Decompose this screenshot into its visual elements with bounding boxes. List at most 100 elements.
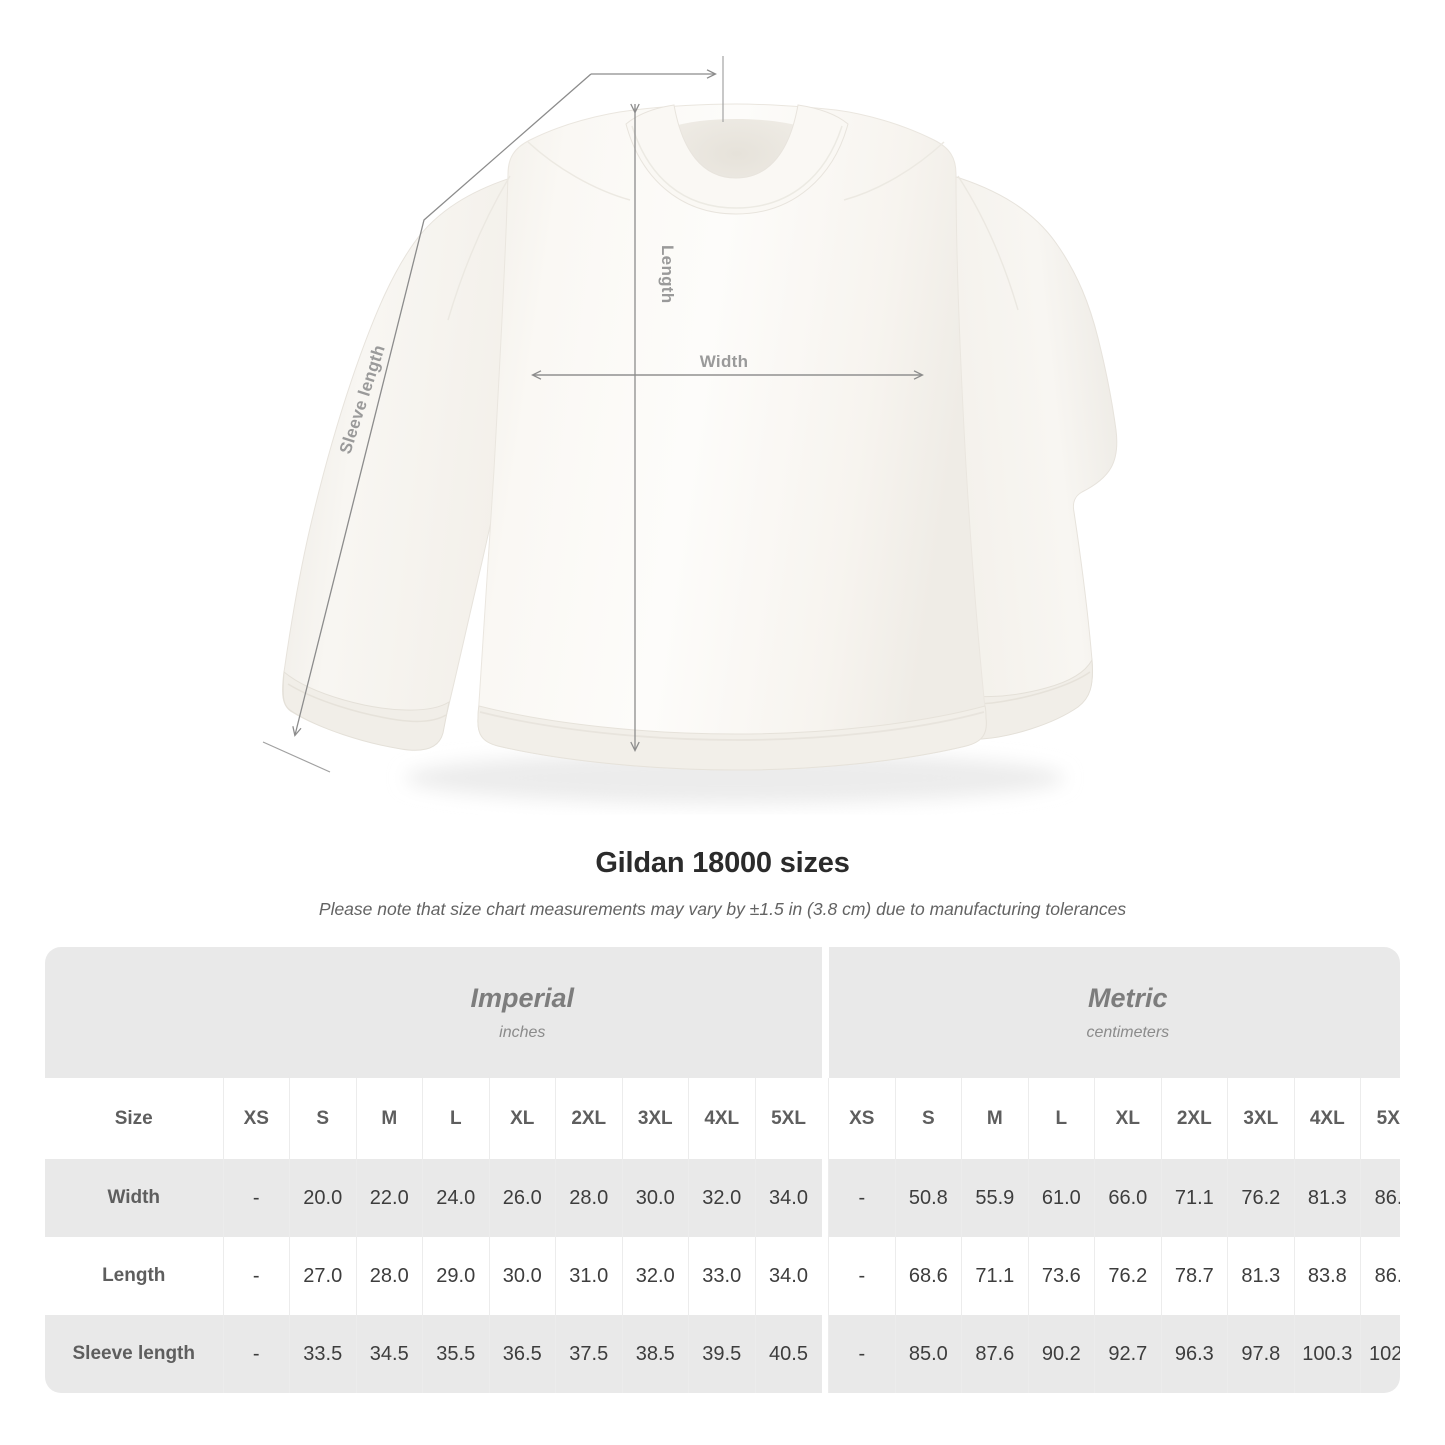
cell-metric: 76.2 (1094, 1237, 1162, 1315)
cell-metric: 97.8 (1227, 1315, 1295, 1393)
cell-imperial: 38.5 (621, 1315, 689, 1393)
cell-metric: 81.3 (1227, 1237, 1295, 1315)
size-chart-table: Imperial inches Metric centimeters Size … (45, 947, 1400, 1393)
unit-banner-imperial: Imperial inches (223, 947, 822, 1078)
row-label-sleeve-length: Sleeve length (45, 1315, 223, 1393)
unit-sub-metric: centimeters (1086, 1023, 1170, 1041)
cell-metric: - (828, 1159, 896, 1237)
size-header-imperial-s: S (289, 1078, 356, 1159)
size-header-metric-xl: XL (1094, 1078, 1162, 1159)
cell-metric: 96.3 (1160, 1315, 1228, 1393)
cell-metric: 76.2 (1227, 1159, 1295, 1237)
cell-gap (821, 1159, 829, 1237)
cell-imperial: 28.0 (355, 1237, 423, 1315)
cell-metric: 73.6 (1027, 1237, 1095, 1315)
size-header-imperial-3xl: 3XL (621, 1078, 689, 1159)
size-header-metric-xs: XS (828, 1078, 896, 1159)
table-row: Sleeve length -33.5 34.5 35.5 36.5 37.5 38.5 39… (45, 1315, 1400, 1393)
sweatshirt-illustration: Sleeve length Length Width (262, 56, 1118, 804)
cell-imperial: - (222, 1315, 290, 1393)
size-header-metric-5xl: 5XL (1360, 1078, 1400, 1159)
size-header-metric-s: S (894, 1078, 962, 1159)
cell-imperial: 32.0 (688, 1159, 755, 1237)
cell-metric: 102.9 (1360, 1315, 1400, 1393)
left-cuff (282, 670, 450, 751)
unit-name-metric: Metric (1088, 982, 1168, 1013)
garment-shadow (405, 752, 1065, 804)
cell-metric: 50.8 (894, 1159, 962, 1237)
cell-metric: - (828, 1237, 896, 1315)
cell-metric: 100.3 (1293, 1315, 1361, 1393)
table-row: Length -27.0 28.0 29.0 30.0 31.0 32.0 33.0 34.0-… (45, 1237, 1400, 1315)
unit-banner-spacer (45, 947, 223, 1078)
cell-imperial: 33.5 (289, 1315, 356, 1393)
left-armhole-seam (447, 175, 511, 321)
cell-metric: 66.0 (1094, 1159, 1162, 1237)
right-armhole-seam (957, 175, 1019, 311)
cell-imperial: 22.0 (355, 1159, 423, 1237)
cell-metric: 92.7 (1094, 1315, 1162, 1393)
cell-gap (821, 1315, 829, 1393)
cell-imperial: - (222, 1237, 290, 1315)
size-header-imperial-l: L (422, 1078, 489, 1159)
size-header-row: Size XS S M L XL 2XL 3XL 4XL 5XL XS S M L XL 2XL 3XL 4XL… (45, 1078, 1400, 1159)
cell-metric: - (828, 1315, 896, 1393)
left-shoulder-seam (527, 141, 631, 201)
size-chart-table-wrapper: Imperial inches Metric centimeters Size … (45, 947, 1400, 1393)
cell-metric: 87.6 (961, 1315, 1029, 1393)
left-cuff-seam (287, 683, 447, 723)
hem-seam (479, 711, 985, 741)
collar (625, 104, 849, 215)
cell-gap (821, 1237, 829, 1315)
cell-metric: 68.6 (894, 1237, 962, 1315)
unit-sub-imperial: inches (499, 1023, 546, 1041)
hem-band (477, 705, 987, 771)
cell-imperial: 36.5 (488, 1315, 556, 1393)
cell-imperial: 30.0 (488, 1237, 556, 1315)
cell-imperial: 31.0 (555, 1237, 622, 1315)
unit-banner-metric: Metric centimeters (828, 947, 1400, 1078)
collar-seam (631, 125, 843, 209)
cell-metric: 71.1 (1160, 1159, 1228, 1237)
size-header-imperial-m: M (355, 1078, 423, 1159)
size-header-imperial-xs: XS (222, 1078, 290, 1159)
cell-imperial: 29.0 (422, 1237, 489, 1315)
garment-diagram: Sleeve length Length Width (262, 56, 1118, 804)
length-dimension: Length (630, 103, 677, 752)
size-header-metric-m: M (961, 1078, 1029, 1159)
cell-imperial: 28.0 (555, 1159, 622, 1237)
cell-imperial: 34.0 (754, 1159, 822, 1237)
cell-imperial: 32.0 (621, 1237, 689, 1315)
cell-imperial: 27.0 (289, 1237, 356, 1315)
cell-imperial: 30.0 (621, 1159, 689, 1237)
size-header-gap (821, 1078, 829, 1159)
length-label: Length (658, 245, 677, 303)
cell-metric: 55.9 (961, 1159, 1029, 1237)
size-header-metric-2xl: 2XL (1160, 1078, 1228, 1159)
width-dimension: Width (531, 352, 924, 380)
size-header-metric-l: L (1027, 1078, 1095, 1159)
row-label-length: Length (45, 1237, 223, 1315)
table-row: Width -20.0 22.0 24.0 26.0 28.0 30.0 32.0 34.0-5… (45, 1159, 1400, 1237)
cell-imperial: 24.0 (422, 1159, 489, 1237)
cell-metric: 85.0 (894, 1315, 962, 1393)
cell-metric: 71.1 (961, 1237, 1029, 1315)
width-label: Width (700, 352, 749, 371)
cell-imperial: 35.5 (422, 1315, 489, 1393)
tolerance-note: Please note that size chart measurements… (318, 899, 1127, 919)
cell-imperial: 20.0 (289, 1159, 356, 1237)
cell-imperial: 34.5 (355, 1315, 423, 1393)
cell-imperial: 39.5 (688, 1315, 755, 1393)
size-header-imperial-xl: XL (488, 1078, 556, 1159)
cell-metric: 86.4 (1360, 1159, 1400, 1237)
page-title: Gildan 18000 sizes (595, 847, 850, 879)
cell-imperial: 37.5 (555, 1315, 622, 1393)
cell-metric: 81.3 (1293, 1159, 1361, 1237)
size-header-label: Size (45, 1078, 223, 1159)
size-header-imperial-4xl: 4XL (688, 1078, 755, 1159)
cell-metric: 61.0 (1027, 1159, 1095, 1237)
size-header-metric-4xl: 4XL (1293, 1078, 1361, 1159)
title-block: Gildan 18000 sizes Please note that size… (0, 846, 1445, 920)
unit-name-imperial: Imperial (470, 982, 575, 1013)
cell-imperial: - (222, 1159, 290, 1237)
